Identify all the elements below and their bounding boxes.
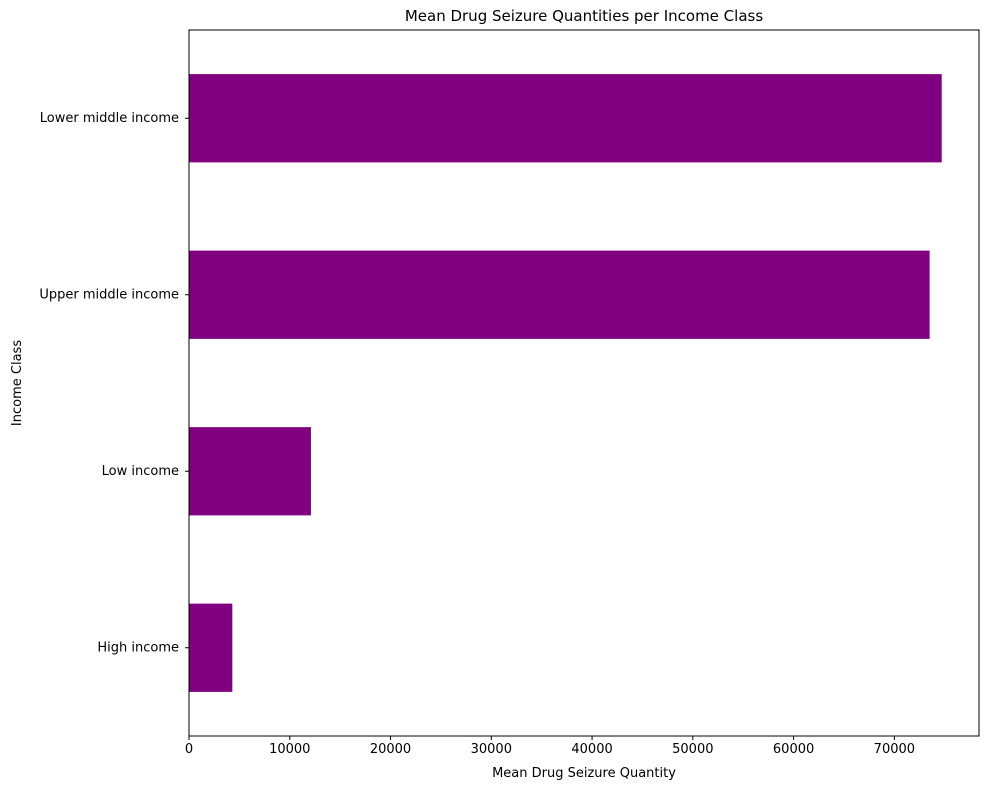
x-tick-label: 30000 <box>471 742 512 757</box>
x-tick-label: 40000 <box>571 742 612 757</box>
x-tick-label: 60000 <box>773 742 814 757</box>
plot-frame <box>188 29 980 737</box>
y-tick-label: Low income <box>102 464 179 479</box>
bar-low-income <box>189 427 311 516</box>
bars-layer <box>189 74 942 692</box>
x-tick-label: 70000 <box>874 742 915 757</box>
y-axis-label: Income Class <box>10 340 25 426</box>
x-tick-label: 20000 <box>370 742 411 757</box>
x-axis-label: Mean Drug Seizure Quantity <box>492 766 676 781</box>
y-tick-label: Lower middle income <box>40 111 179 126</box>
bar-lower-middle-income <box>189 74 942 163</box>
x-axis-ticks: 0 10000 20000 30000 40000 50000 60000 70000 <box>185 736 915 757</box>
bar-upper-middle-income <box>189 250 930 339</box>
y-axis-ticks: Lower middle income Upper middle income Lo… <box>39 111 189 655</box>
bar-high-income <box>189 603 233 692</box>
x-tick-label: 0 <box>185 742 193 757</box>
x-tick-label: 10000 <box>269 742 310 757</box>
y-tick-label: High income <box>97 640 179 655</box>
y-tick-label: Upper middle income <box>39 287 179 302</box>
chart-title: Mean Drug Seizure Quantities per Income … <box>405 7 764 25</box>
x-tick-label: 50000 <box>672 742 713 757</box>
